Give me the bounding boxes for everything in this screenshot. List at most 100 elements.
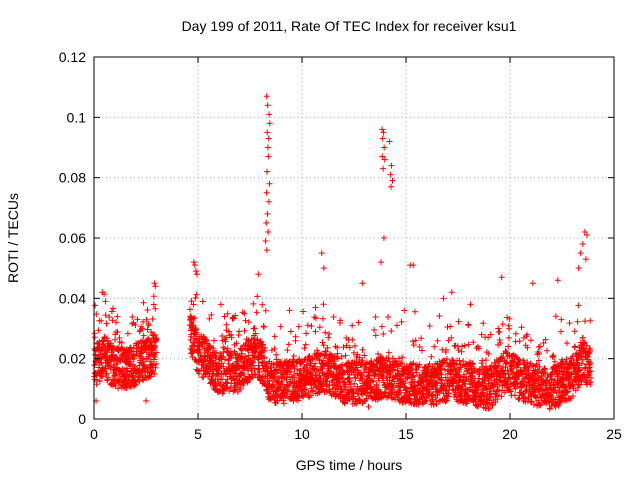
data-point xyxy=(372,371,379,378)
data-point xyxy=(365,403,372,410)
data-point xyxy=(203,336,210,343)
data-point xyxy=(224,310,231,317)
data-point xyxy=(317,375,324,382)
data-point xyxy=(498,354,505,361)
data-point xyxy=(418,335,425,342)
data-point xyxy=(565,379,572,386)
data-point xyxy=(193,271,200,278)
data-point xyxy=(363,395,370,402)
data-point xyxy=(266,388,273,395)
data-point xyxy=(318,250,325,257)
x-axis-ticks: 0 5 10 15 20 25 xyxy=(90,57,622,442)
data-point xyxy=(497,339,504,346)
data-point xyxy=(251,334,258,341)
data-point xyxy=(131,363,138,370)
data-point xyxy=(482,363,489,370)
data-point xyxy=(303,330,310,337)
data-point xyxy=(571,328,578,335)
data-point xyxy=(363,359,370,366)
data-point xyxy=(341,399,348,406)
data-point xyxy=(264,210,271,217)
data-point xyxy=(516,373,523,380)
data-point xyxy=(265,153,272,160)
data-point xyxy=(264,365,271,372)
data-point xyxy=(587,381,594,388)
data-point xyxy=(353,400,360,407)
data-point xyxy=(222,379,229,386)
data-point xyxy=(241,310,248,317)
data-point xyxy=(322,348,329,355)
data-point xyxy=(307,362,314,369)
x-tick-label: 15 xyxy=(398,426,414,442)
data-point xyxy=(150,301,157,308)
data-point xyxy=(103,348,110,355)
data-point xyxy=(423,376,430,383)
data-point xyxy=(371,326,378,333)
data-point xyxy=(574,318,581,325)
data-point xyxy=(485,350,492,357)
data-point xyxy=(396,387,403,394)
data-point xyxy=(265,198,272,205)
data-point xyxy=(528,398,535,405)
data-point xyxy=(388,162,395,169)
data-point xyxy=(383,374,390,381)
data-point xyxy=(196,348,203,355)
data-point xyxy=(505,343,512,350)
data-point xyxy=(413,369,420,376)
data-point xyxy=(283,374,290,381)
data-point xyxy=(140,318,147,325)
data-point xyxy=(306,352,313,359)
data-point xyxy=(106,314,113,321)
data-point xyxy=(351,342,358,349)
data-point xyxy=(434,337,441,344)
data-point xyxy=(241,327,248,334)
data-point xyxy=(535,397,542,404)
data-point xyxy=(252,371,259,378)
data-point xyxy=(109,376,116,383)
data-point xyxy=(498,374,505,381)
data-point xyxy=(297,380,304,387)
data-point xyxy=(188,298,195,305)
data-point xyxy=(366,383,373,390)
data-point xyxy=(489,402,496,409)
data-point xyxy=(579,241,586,248)
data-point xyxy=(426,322,433,329)
data-point xyxy=(361,389,368,396)
data-point xyxy=(233,340,240,347)
data-point xyxy=(277,323,284,330)
data-point xyxy=(109,317,116,324)
data-point xyxy=(320,265,327,272)
data-point xyxy=(148,328,155,335)
data-point xyxy=(359,357,366,364)
data-point xyxy=(302,392,309,399)
data-point xyxy=(586,361,593,368)
data-point xyxy=(195,370,202,377)
data-point xyxy=(355,319,362,326)
data-point xyxy=(240,371,247,378)
data-point xyxy=(96,378,103,385)
data-point xyxy=(547,392,554,399)
data-point xyxy=(551,358,558,365)
data-point xyxy=(127,358,134,365)
data-point xyxy=(499,321,506,328)
data-point xyxy=(478,331,485,338)
data-point xyxy=(270,377,277,384)
data-point xyxy=(468,372,475,379)
data-point xyxy=(564,389,571,396)
data-point xyxy=(282,387,289,394)
data-point xyxy=(334,355,341,362)
data-point xyxy=(143,364,150,371)
data-point xyxy=(385,349,392,356)
data-point xyxy=(399,360,406,367)
data-point xyxy=(504,367,511,374)
data-point xyxy=(544,347,551,354)
data-point xyxy=(250,362,257,369)
data-point xyxy=(273,388,280,395)
data-point xyxy=(550,352,557,359)
data-point xyxy=(532,389,539,396)
data-point xyxy=(192,294,199,301)
data-point xyxy=(259,301,266,308)
data-point xyxy=(217,301,224,308)
data-point xyxy=(133,381,140,388)
data-point xyxy=(577,367,584,374)
